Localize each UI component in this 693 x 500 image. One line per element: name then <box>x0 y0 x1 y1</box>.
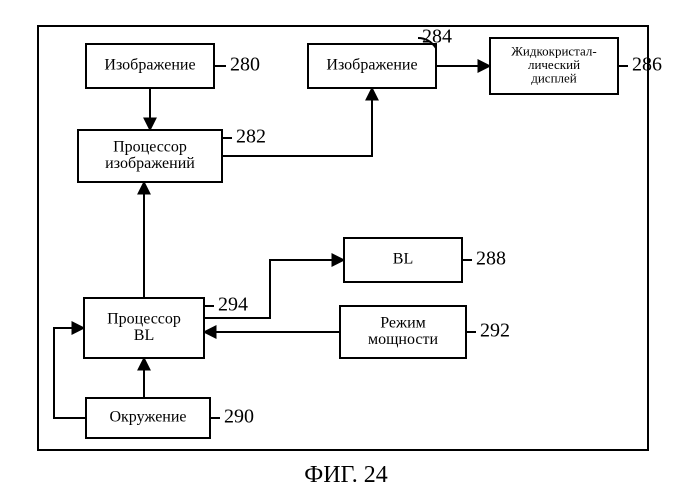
node-number: 282 <box>236 126 266 148</box>
nodes: Изображение280Процессоризображений282Изо… <box>78 26 662 438</box>
node-label: дисплей <box>531 71 577 86</box>
node-number: 292 <box>480 320 510 342</box>
node-n282: Процессоризображений 282 <box>78 126 266 182</box>
node-n288: BL 288 <box>344 238 506 282</box>
node-n290: Окружение 290 <box>86 398 254 438</box>
node-label: BL <box>134 327 154 344</box>
node-label: BL <box>393 251 413 268</box>
node-label: Процессор <box>107 310 181 327</box>
node-label: мощности <box>368 331 439 348</box>
node-n294: ПроцессорBL 294 <box>84 294 248 358</box>
node-label: Окружение <box>109 409 186 426</box>
node-number: 286 <box>632 54 662 76</box>
node-n280: Изображение 280 <box>86 44 260 88</box>
node-label: Изображение <box>326 57 417 74</box>
node-label: Изображение <box>104 57 195 74</box>
node-n286: Жидкокристал-лическийдисплей286 <box>490 38 662 94</box>
edge-7 <box>54 328 86 418</box>
node-label: Режим <box>380 314 426 331</box>
node-label: изображений <box>105 155 195 172</box>
node-n284: Изображение 284 <box>308 26 452 88</box>
figure-caption: ФИГ. 24 <box>304 462 387 488</box>
node-number: 280 <box>230 54 260 76</box>
node-number: 294 <box>218 294 248 316</box>
node-number: 288 <box>476 248 506 270</box>
node-number: 290 <box>224 406 254 428</box>
node-label: Процессор <box>113 138 187 155</box>
node-n292: Режиммощности 292 <box>340 306 510 358</box>
node-number: 284 <box>422 26 452 48</box>
